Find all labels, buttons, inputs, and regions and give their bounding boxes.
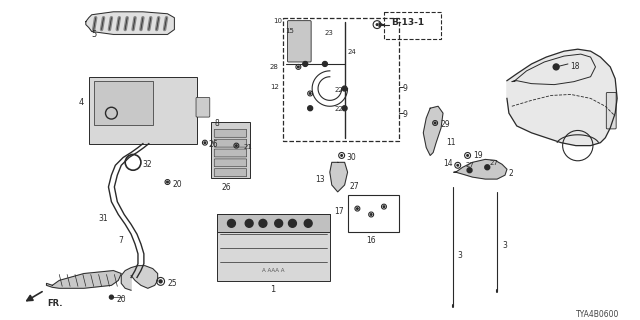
Circle shape: [245, 220, 253, 227]
Circle shape: [435, 122, 436, 124]
Text: 21: 21: [243, 144, 252, 150]
Text: 28: 28: [270, 64, 278, 70]
Circle shape: [303, 61, 308, 67]
Circle shape: [342, 106, 347, 111]
Circle shape: [304, 220, 312, 227]
Polygon shape: [423, 106, 443, 156]
Text: 24: 24: [348, 49, 356, 55]
Circle shape: [309, 93, 311, 94]
Text: 26: 26: [209, 140, 218, 149]
Text: 27: 27: [489, 160, 498, 166]
Text: 22: 22: [335, 106, 344, 112]
Circle shape: [383, 206, 385, 207]
Polygon shape: [454, 159, 507, 179]
Text: 3: 3: [502, 241, 507, 250]
Text: 27: 27: [349, 182, 359, 191]
Text: 10: 10: [274, 18, 283, 24]
Text: TYA4B0600: TYA4B0600: [576, 310, 619, 319]
FancyBboxPatch shape: [93, 81, 153, 125]
Circle shape: [298, 66, 299, 68]
Circle shape: [376, 24, 378, 25]
Text: 32: 32: [143, 160, 152, 169]
Circle shape: [371, 214, 372, 215]
Text: 30: 30: [347, 153, 356, 162]
Polygon shape: [330, 162, 348, 192]
Circle shape: [342, 86, 347, 91]
Text: 15: 15: [285, 28, 294, 34]
Text: 9: 9: [403, 110, 408, 119]
Circle shape: [159, 280, 162, 283]
Text: B-13-1: B-13-1: [391, 18, 424, 27]
Text: 1: 1: [270, 285, 275, 294]
Circle shape: [259, 220, 267, 227]
Text: A AAA A: A AAA A: [262, 268, 284, 273]
Circle shape: [236, 145, 237, 147]
Text: 12: 12: [270, 84, 278, 90]
Text: 19: 19: [474, 150, 483, 160]
Text: 20: 20: [172, 180, 182, 189]
Text: 27: 27: [466, 162, 474, 168]
FancyBboxPatch shape: [214, 159, 246, 167]
FancyBboxPatch shape: [211, 122, 250, 178]
Text: 3: 3: [458, 251, 463, 260]
Circle shape: [109, 295, 113, 299]
Text: FR.: FR.: [47, 299, 63, 308]
Circle shape: [227, 220, 236, 227]
FancyBboxPatch shape: [606, 92, 616, 129]
Text: 14: 14: [444, 159, 453, 168]
Circle shape: [166, 181, 168, 183]
Polygon shape: [507, 49, 617, 146]
Text: 16: 16: [366, 236, 376, 245]
Text: 22: 22: [335, 87, 344, 92]
Text: 26: 26: [221, 183, 231, 192]
Text: 7: 7: [118, 236, 124, 245]
FancyBboxPatch shape: [214, 149, 246, 157]
Circle shape: [341, 155, 342, 156]
Text: 20: 20: [116, 295, 126, 304]
FancyBboxPatch shape: [196, 97, 210, 117]
Text: 5: 5: [92, 29, 97, 38]
Text: 17: 17: [334, 207, 344, 216]
FancyBboxPatch shape: [217, 214, 330, 281]
Circle shape: [457, 164, 458, 166]
FancyBboxPatch shape: [217, 214, 330, 232]
Circle shape: [289, 220, 296, 227]
Polygon shape: [121, 266, 157, 290]
Text: 9: 9: [403, 84, 408, 92]
Polygon shape: [47, 271, 121, 288]
Text: 18: 18: [570, 62, 579, 71]
Text: 8: 8: [214, 119, 219, 128]
FancyBboxPatch shape: [89, 77, 197, 144]
Circle shape: [553, 64, 559, 70]
Text: 29: 29: [440, 120, 450, 129]
FancyBboxPatch shape: [214, 139, 246, 147]
Polygon shape: [86, 12, 174, 35]
Circle shape: [485, 165, 490, 170]
FancyBboxPatch shape: [287, 21, 311, 62]
Circle shape: [275, 220, 283, 227]
Circle shape: [356, 208, 358, 209]
Circle shape: [467, 168, 472, 173]
Circle shape: [204, 142, 205, 143]
Text: 25: 25: [168, 279, 177, 288]
Text: 11: 11: [446, 138, 456, 147]
Text: 23: 23: [325, 29, 334, 36]
FancyBboxPatch shape: [214, 169, 246, 177]
Circle shape: [467, 155, 468, 156]
Circle shape: [323, 61, 328, 67]
Text: 4: 4: [79, 98, 84, 108]
Circle shape: [308, 106, 312, 111]
Text: 2: 2: [509, 169, 514, 178]
FancyBboxPatch shape: [214, 129, 246, 137]
Text: 31: 31: [99, 214, 108, 223]
Text: 13: 13: [316, 175, 325, 184]
